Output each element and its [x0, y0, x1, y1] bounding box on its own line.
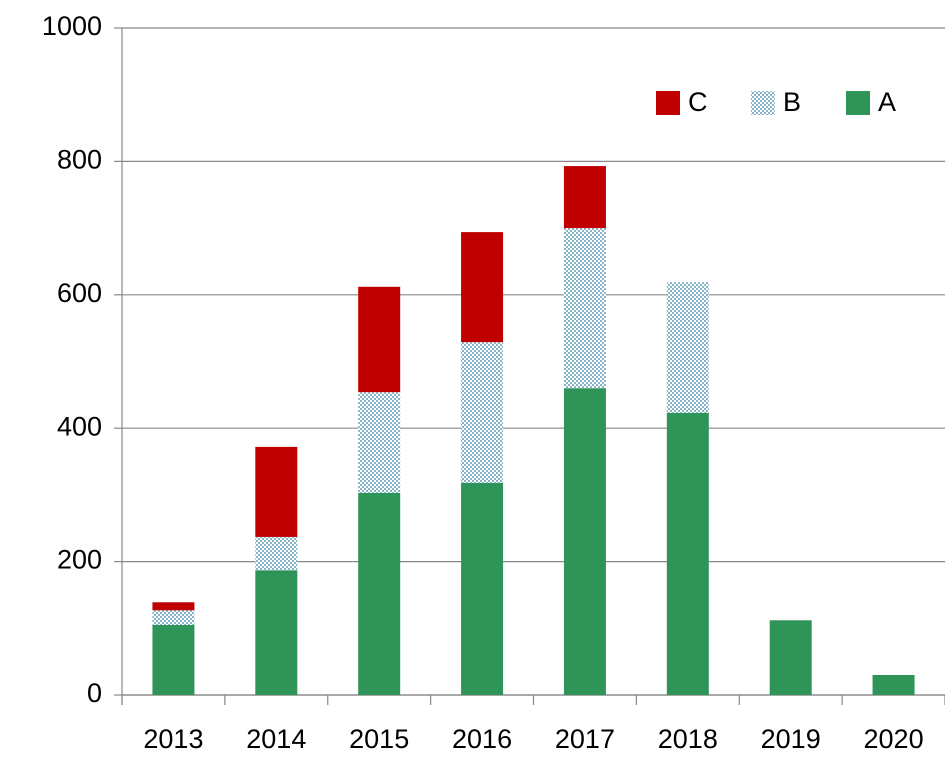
x-tick-label: 2015: [349, 724, 409, 754]
x-tick-label: 2017: [555, 724, 615, 754]
bar-segment: [666, 282, 709, 413]
bar-segment: [461, 232, 504, 343]
bar-segment: [769, 620, 812, 695]
x-tick-label: 2020: [864, 724, 924, 754]
bar-segment: [563, 388, 606, 695]
x-tick-label: 2018: [658, 724, 718, 754]
y-tick-label: 800: [57, 145, 102, 175]
bar-segment: [255, 536, 298, 571]
y-tick-label: 200: [57, 545, 102, 575]
legend-label: A: [878, 87, 896, 117]
y-tick-label: 0: [87, 678, 102, 708]
bar-segment: [666, 412, 709, 695]
legend-label: B: [783, 87, 801, 117]
bar-segment: [152, 602, 195, 611]
x-tick-label: 2014: [246, 724, 306, 754]
bar-segment: [255, 446, 298, 537]
bar-segment: [358, 392, 401, 493]
bar-segment: [461, 482, 504, 695]
bar-segment: [255, 570, 298, 695]
legend-swatch: [846, 91, 870, 115]
bar-segment: [358, 492, 401, 695]
legend-swatch: [751, 91, 775, 115]
x-tick-label: 2016: [452, 724, 512, 754]
legend-swatch: [656, 91, 680, 115]
y-tick-label: 1000: [42, 11, 102, 41]
y-tick-label: 600: [57, 278, 102, 308]
bar-segment: [461, 342, 504, 483]
x-tick-label: 2019: [761, 724, 821, 754]
bar-segment: [872, 674, 915, 695]
bar-segment: [563, 228, 606, 389]
bar-segment: [563, 166, 606, 229]
bar-segment: [152, 624, 195, 695]
bar-segment: [152, 610, 195, 625]
legend-label: C: [688, 87, 708, 117]
bar-segment: [358, 286, 401, 393]
x-tick-label: 2013: [143, 724, 203, 754]
y-tick-label: 400: [57, 411, 102, 441]
